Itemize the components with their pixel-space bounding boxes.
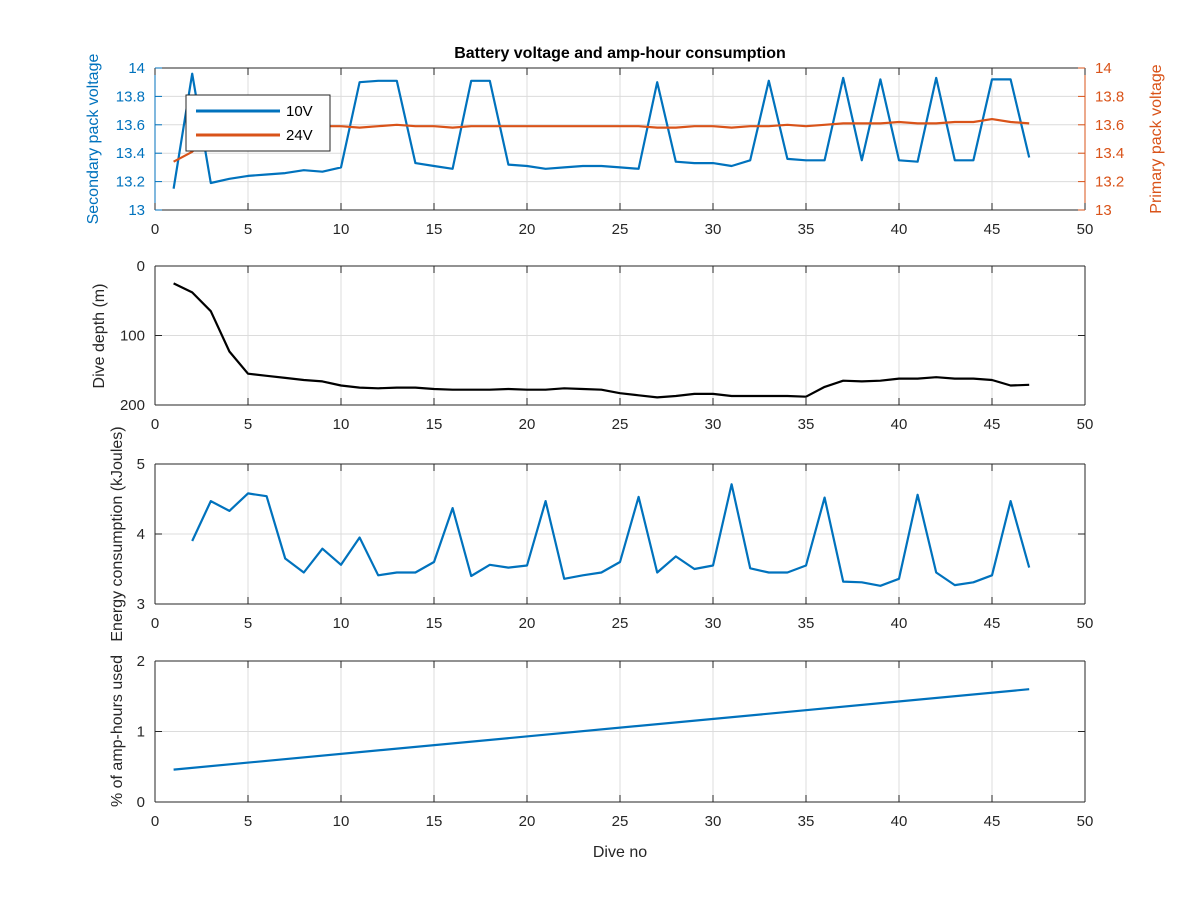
x-tick-label: 45 (984, 221, 1001, 238)
y-axis-label-depth: Dive depth (m) (91, 284, 108, 389)
y-tick-label-left: 2 (137, 653, 145, 670)
x-tick-label: 35 (798, 813, 815, 830)
x-tick-label: 15 (426, 221, 443, 238)
x-tick-label: 30 (705, 221, 722, 238)
x-tick-label: 0 (151, 615, 159, 632)
data-layer (172, 72, 1031, 771)
x-tick-label: 5 (244, 615, 252, 632)
x-tick-label: 0 (151, 813, 159, 830)
x-tick-label: 40 (891, 221, 908, 238)
y-tick-label-left: 13.4 (116, 145, 145, 162)
y-tick-label-left: 1 (137, 724, 145, 741)
x-tick-label: 10 (333, 416, 350, 433)
y-axis-label-energy: Energy consumption (kJoules) (109, 426, 126, 641)
x-tick-label: 40 (891, 615, 908, 632)
x-tick-label: 20 (519, 813, 536, 830)
y-tick-label-left: 0 (137, 794, 145, 811)
x-tick-label: 20 (519, 221, 536, 238)
legend: 10V 24V (185, 94, 331, 152)
legend-label-24v: 24V (286, 127, 313, 144)
y-tick-label-left: 5 (137, 456, 145, 473)
y-tick-label-left: 13.8 (116, 88, 145, 105)
chart-title: Battery voltage and amp-hour consumption (454, 45, 786, 62)
x-tick-label: 25 (612, 615, 629, 632)
y-tick-label-right: 13 (1095, 202, 1112, 219)
x-tick-label: 45 (984, 615, 1001, 632)
x-tick-label: 30 (705, 615, 722, 632)
x-tick-label: 10 (333, 221, 350, 238)
y-tick-label-right: 14 (1095, 60, 1112, 77)
x-tick-label: 15 (426, 813, 443, 830)
y-tick-label-left: 3 (137, 596, 145, 613)
x-tick-label: 5 (244, 416, 252, 433)
y-tick-label-left: 200 (120, 397, 145, 414)
y-tick-label-left: 100 (120, 328, 145, 345)
y-tick-label-left: 13.6 (116, 117, 145, 134)
x-tick-label: 35 (798, 221, 815, 238)
x-tick-label: 50 (1077, 813, 1094, 830)
grid-layer (155, 68, 1085, 802)
series-line-1-0 (173, 282, 1030, 399)
y-tick-label-left: 13.2 (116, 174, 145, 191)
x-tick-label: 40 (891, 813, 908, 830)
x-tick-label: 40 (891, 416, 908, 433)
y-axis-label-amphours: % of amp-hours used (109, 655, 126, 807)
x-tick-label: 50 (1077, 615, 1094, 632)
y-tick-label-right: 13.4 (1095, 145, 1124, 162)
x-tick-label: 0 (151, 416, 159, 433)
y-tick-label-left: 14 (128, 60, 145, 77)
x-tick-label: 10 (333, 813, 350, 830)
x-tick-label: 20 (519, 615, 536, 632)
x-axis-label: Dive no (593, 844, 647, 861)
x-tick-label: 45 (984, 416, 1001, 433)
y-tick-label-left: 13 (128, 202, 145, 219)
x-tick-label: 35 (798, 416, 815, 433)
x-tick-label: 50 (1077, 221, 1094, 238)
series-line-0-0 (172, 72, 1031, 189)
x-tick-label: 10 (333, 615, 350, 632)
y-tick-label-right: 13.2 (1095, 174, 1124, 191)
y-axis-label-secondary: Secondary pack voltage (85, 54, 102, 225)
y-tick-label-right: 13.6 (1095, 117, 1124, 134)
x-tick-label: 35 (798, 615, 815, 632)
x-tick-label: 20 (519, 416, 536, 433)
x-tick-label: 5 (244, 221, 252, 238)
x-tick-label: 50 (1077, 416, 1094, 433)
legend-box (185, 94, 331, 152)
axes-layer: 0 5 10 15 20 25 30 35 40 45 501313.213.413.613.814… (116, 60, 1124, 830)
x-tick-label: 15 (426, 416, 443, 433)
x-tick-label: 25 (612, 416, 629, 433)
x-tick-label: 30 (705, 416, 722, 433)
x-tick-label: 30 (705, 813, 722, 830)
y-tick-label-left: 0 (137, 258, 145, 275)
y-tick-label-right: 13.8 (1095, 88, 1124, 105)
x-tick-label: 25 (612, 221, 629, 238)
x-tick-label: 45 (984, 813, 1001, 830)
x-tick-label: 25 (612, 813, 629, 830)
x-tick-label: 5 (244, 813, 252, 830)
y-axis-label-primary: Primary pack voltage (1148, 64, 1165, 213)
series-line-2-0 (191, 483, 1031, 587)
x-tick-label: 15 (426, 615, 443, 632)
y-tick-label-left: 4 (137, 526, 145, 543)
series-line-3-0 (173, 688, 1030, 771)
x-tick-label: 0 (151, 221, 159, 238)
legend-label-10v: 10V (286, 103, 313, 120)
